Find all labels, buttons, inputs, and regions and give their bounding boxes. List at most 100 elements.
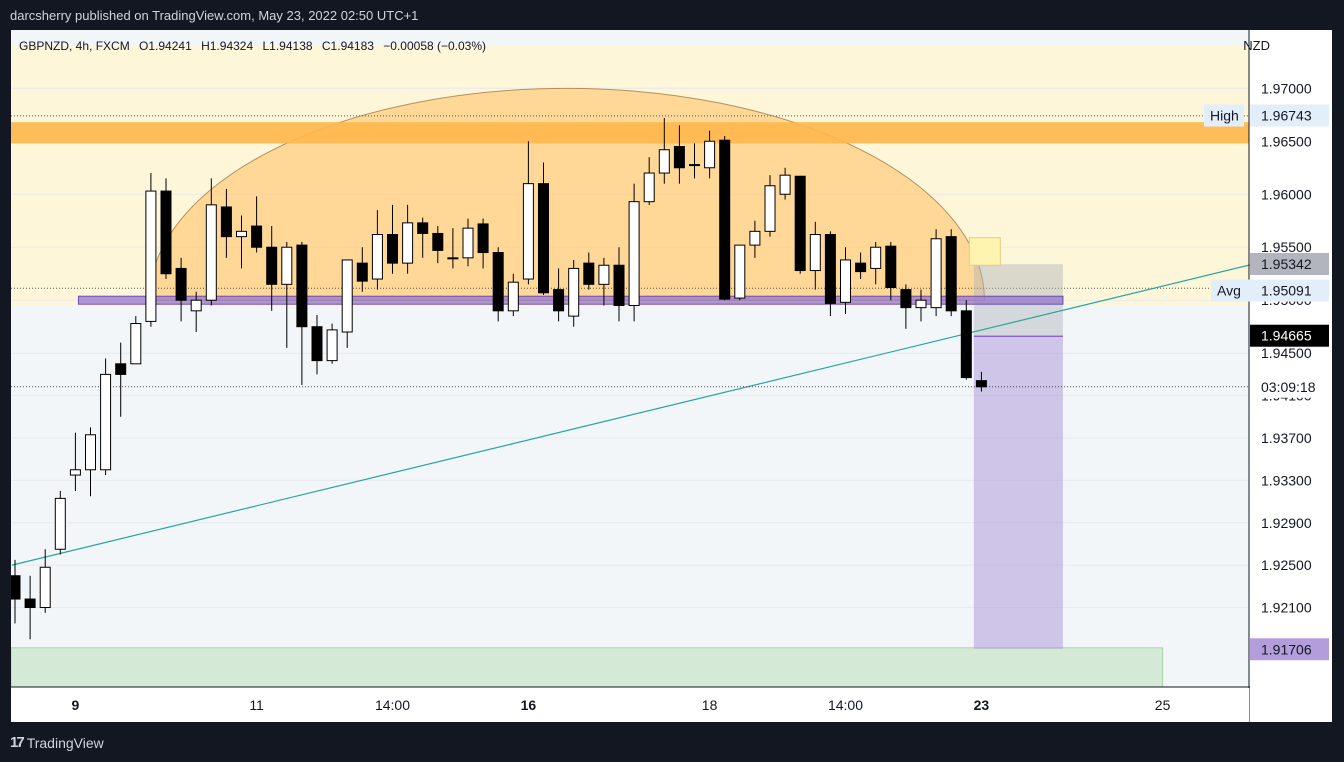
- candle-body[interactable]: [794, 175, 806, 272]
- candle-body[interactable]: [220, 206, 232, 238]
- candle-body[interactable]: [568, 267, 580, 317]
- candle-body[interactable]: [175, 267, 187, 301]
- countdown-label-bg: [1250, 375, 1329, 398]
- avg-price-label: 1.95091: [1261, 283, 1312, 299]
- y-tick-label: 1.93700: [1261, 430, 1312, 446]
- candle-body[interactable]: [205, 204, 217, 301]
- x-tick-label: 14:00: [828, 697, 863, 713]
- candle-body[interactable]: [779, 174, 791, 195]
- candle-body[interactable]: [613, 264, 625, 307]
- candle-body[interactable]: [538, 183, 549, 294]
- x-tick-label: 25: [1155, 697, 1171, 713]
- candle-body[interactable]: [870, 246, 882, 269]
- candle-body[interactable]: [704, 140, 716, 169]
- candle-body[interactable]: [432, 232, 444, 251]
- candle-body[interactable]: [39, 566, 51, 609]
- candle-body[interactable]: [658, 149, 670, 174]
- candle-body[interactable]: [266, 246, 278, 285]
- y-tick-label: 1.96500: [1261, 133, 1312, 149]
- candle-body[interactable]: [190, 299, 202, 312]
- legend-symbol: GBPNZD, 4h, FXCM: [19, 39, 130, 53]
- tradingview-logo-icon: 17: [10, 734, 25, 751]
- resistance-zone: [11, 122, 1249, 144]
- candle-body[interactable]: [130, 323, 142, 365]
- candle-body[interactable]: [402, 222, 414, 264]
- candle-body[interactable]: [115, 363, 127, 375]
- time-axis-bg: [11, 688, 1249, 722]
- price-chart[interactable]: 1.970001.965001.960001.955001.950001.945…: [11, 30, 1332, 722]
- candle-body[interactable]: [809, 234, 821, 272]
- candle-body[interactable]: [583, 262, 595, 285]
- top-box-price-label-bg: [1250, 252, 1329, 275]
- candle-body[interactable]: [507, 281, 519, 312]
- candle-body[interactable]: [960, 310, 972, 379]
- candle-body[interactable]: [689, 164, 700, 167]
- candle-body[interactable]: [855, 262, 867, 273]
- candle-body[interactable]: [628, 201, 640, 307]
- candle-body[interactable]: [387, 234, 398, 264]
- legend-open: O1.94241: [139, 39, 192, 53]
- high-tag: High: [1210, 108, 1239, 124]
- currency-label: NZD: [1243, 38, 1270, 53]
- candle-body[interactable]: [462, 227, 474, 259]
- ohlc-legend: GBPNZD, 4h, FXCM O1.94241 H1.94324 L1.94…: [19, 39, 492, 53]
- legend-high: H1.94324: [201, 39, 254, 53]
- chart-frame[interactable]: 1.970001.965001.960001.955001.950001.945…: [11, 30, 1332, 722]
- candle-body[interactable]: [553, 289, 565, 312]
- x-tick-label: 11: [249, 697, 264, 713]
- target-price-label: 1.91706: [1261, 641, 1312, 657]
- candle-body[interactable]: [447, 257, 459, 260]
- tradingview-logo[interactable]: 17 TradingView: [10, 734, 104, 751]
- candle-body[interactable]: [371, 234, 383, 280]
- candle-body[interactable]: [477, 223, 489, 254]
- high-price-label-bg: [1250, 104, 1329, 127]
- candle-body[interactable]: [417, 222, 429, 234]
- candle-body[interactable]: [764, 185, 776, 232]
- candle-body[interactable]: [145, 190, 157, 322]
- current-price-label: 1.94665: [1261, 328, 1312, 344]
- candle-body[interactable]: [24, 598, 36, 609]
- candle-body[interactable]: [673, 146, 685, 169]
- candle-body[interactable]: [945, 236, 957, 312]
- x-tick-label: 9: [72, 697, 80, 713]
- candle-body[interactable]: [719, 139, 731, 300]
- high-tag-bg: [1204, 104, 1244, 127]
- candle-body[interactable]: [643, 172, 655, 203]
- candle-body[interactable]: [492, 252, 504, 312]
- candle-body[interactable]: [824, 234, 836, 304]
- candle-body[interactable]: [69, 469, 81, 476]
- candle-body[interactable]: [356, 262, 368, 282]
- candle-body[interactable]: [341, 259, 353, 333]
- candle-body[interactable]: [54, 497, 66, 550]
- candle-body[interactable]: [251, 225, 263, 248]
- y-tick-label: 1.92100: [1261, 600, 1312, 616]
- candle-body[interactable]: [160, 190, 172, 275]
- y-tick-label: 1.93300: [1261, 472, 1312, 488]
- candle-body[interactable]: [311, 326, 323, 362]
- small-box: [968, 237, 1001, 266]
- candle-body[interactable]: [11, 575, 21, 600]
- candle-body[interactable]: [281, 246, 293, 285]
- candle-body[interactable]: [522, 183, 534, 280]
- x-tick-label: 23: [974, 697, 990, 713]
- candle-body[interactable]: [900, 289, 912, 309]
- high-price-label: 1.96743: [1261, 108, 1312, 124]
- candle-body[interactable]: [598, 264, 610, 285]
- x-tick-label: 14:00: [375, 697, 410, 713]
- candle-body[interactable]: [100, 373, 112, 471]
- avg-tag-bg: [1211, 279, 1251, 302]
- ascending-trendline: [11, 244, 1332, 566]
- candle-body[interactable]: [915, 299, 927, 309]
- candle-body[interactable]: [930, 238, 942, 309]
- candle-body[interactable]: [296, 244, 308, 328]
- candle-body[interactable]: [326, 329, 338, 362]
- candle-body[interactable]: [975, 380, 987, 388]
- candle-body[interactable]: [749, 230, 761, 246]
- candle-body[interactable]: [236, 230, 247, 238]
- x-tick-label: 18: [702, 697, 718, 713]
- candle-body[interactable]: [840, 259, 851, 303]
- candle-body[interactable]: [734, 244, 746, 299]
- candle-body[interactable]: [885, 245, 897, 289]
- candle-body[interactable]: [85, 434, 96, 471]
- y-tick-label: 1.95500: [1261, 239, 1312, 255]
